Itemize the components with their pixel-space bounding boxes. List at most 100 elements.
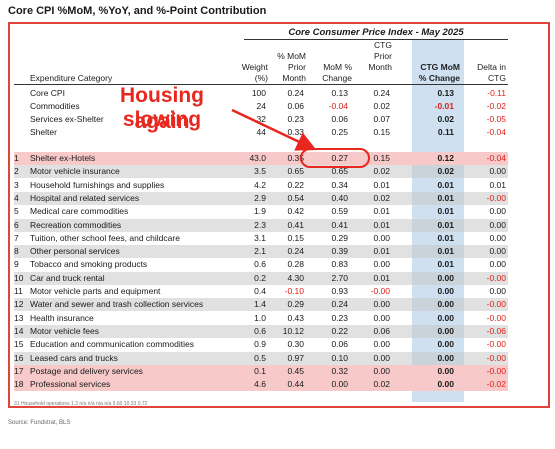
row-cell-prior: 0.65	[287, 166, 304, 177]
header-divider	[14, 84, 508, 85]
summary-cell-name: Commodities	[30, 101, 80, 111]
row-cell-ctg-prior: 0.00	[373, 352, 390, 363]
row-cell-mom: 0.83	[331, 259, 348, 270]
row-cell-prior: 0.28	[287, 259, 304, 270]
row-cell-ctg-prior: 0.00	[373, 365, 390, 376]
row-cell-name: Other personal services	[30, 246, 120, 257]
row-cell-name: Postage and delivery services	[30, 365, 143, 376]
summary-cell-name: Core CPI	[30, 88, 65, 98]
summary-cell-name: Shelter	[30, 127, 57, 137]
summary-cell-weight: 24	[256, 101, 266, 111]
table-row: 5 Medical care commodities 1.9 0.42 0.59 0.01…	[14, 205, 508, 218]
row-cell-name: Education and communication commodities	[30, 339, 194, 350]
header-weight: Weight	[241, 62, 268, 72]
row-cell-weight: 4.6	[254, 379, 266, 390]
table-row: 10 Car and truck rental 0.2 4.30 2.70 0.01 0.0…	[14, 271, 508, 285]
row-cell-prior: 0.29	[287, 299, 304, 310]
row-cell-name: Motor vehicle fees	[30, 325, 99, 336]
row-cell-name: Shelter ex-Hotels	[30, 153, 96, 163]
row-cell-name: Medical care commodities	[30, 206, 129, 217]
row-cell-mom: 0.41	[331, 219, 348, 230]
row-cell-ctg: 0.02	[437, 166, 454, 177]
row-cell-mom: 0.39	[331, 246, 348, 257]
summary-cell-ctg: 0.02	[437, 114, 454, 124]
table-frame	[8, 22, 550, 408]
row-cell-rank: 17	[14, 365, 24, 376]
row-cell-mom: 0.40	[331, 192, 348, 203]
row-cell-weight: 0.1	[254, 365, 266, 376]
row-cell-mom: 0.29	[331, 232, 348, 243]
row-cell-delta: -0.04	[486, 153, 506, 163]
header-mom-1: MoM %	[323, 62, 352, 72]
row-cell-ctg-prior: 0.01	[373, 179, 390, 190]
summary-cell-prior: 0.23	[287, 114, 304, 124]
highlight-oval	[300, 148, 370, 168]
row-cell-ctg-prior: 0.00	[373, 232, 390, 243]
header-prior-3: Month	[282, 73, 306, 83]
table-row: 3 Household furnishings and supplies 4.2 0.…	[14, 179, 508, 192]
table-row: 12 Water and sewer and trash collection s…	[14, 298, 508, 312]
row-cell-weight: 1.4	[254, 299, 266, 310]
row-cell-weight: 0.6	[254, 259, 266, 270]
summary-cell-ctg: 0.11	[437, 127, 454, 137]
row-cell-delta: -0.00	[486, 299, 506, 310]
row-cell-rank: 5	[14, 206, 19, 217]
summary-cell-ctg-prior: 0.15	[373, 127, 390, 137]
row-cell-prior: 0.22	[287, 179, 304, 190]
row-cell-mom: 0.65	[331, 166, 348, 177]
row-cell-prior: 0.24	[287, 246, 304, 257]
table-row: 16 Leased cars and trucks 0.5 0.97 0.10 0.00 0…	[14, 351, 508, 365]
row-cell-name: Water and sewer and trash collection ser…	[30, 299, 204, 310]
row-cell-delta: 0.00	[489, 259, 506, 270]
row-cell-ctg: 0.00	[437, 365, 454, 376]
row-cell-weight: 2.3	[254, 219, 266, 230]
summary-cell-ctg-prior: 0.07	[373, 114, 390, 124]
table-title: Core Consumer Price Index - May 2025	[244, 27, 508, 40]
row-cell-prior: 0.44	[287, 379, 304, 390]
row-cell-ctg-prior: 0.00	[373, 339, 390, 350]
row-cell-mom: 0.27	[331, 153, 348, 163]
row-cell-weight: 1.0	[254, 312, 266, 323]
row-cell-ctg: 0.00	[437, 352, 454, 363]
summary-cell-weight: 44	[256, 127, 266, 137]
row-cell-rank: 7	[14, 232, 19, 243]
table-row: 13 Health insurance 1.0 0.43 0.23 0.00 0.00 -0.…	[14, 312, 508, 325]
table-row: 8 Other personal services 2.1 0.24 0.39 0.01 0…	[14, 245, 508, 259]
row-cell-prior: 0.97	[287, 352, 304, 363]
row-cell-ctg: 0.01	[437, 232, 454, 243]
row-cell-delta: -0.00	[486, 192, 506, 203]
summary-cell-name: Services ex-Shelter	[30, 114, 104, 124]
row-cell-prior: 0.35	[287, 153, 304, 163]
row-cell-ctg-prior: 0.15	[373, 153, 390, 163]
row-cell-mom: 0.00	[331, 379, 348, 390]
row-cell-prior: -0.10	[284, 286, 304, 296]
row-cell-prior: 0.42	[287, 206, 304, 217]
row-cell-weight: 0.2	[254, 272, 266, 283]
row-cell-ctg: 0.12	[437, 153, 454, 163]
summary-row: Commodities 24 0.06 -0.04 0.02 -0.01 -0.02	[14, 100, 508, 113]
table-row: 11 Motor vehicle parts and equipment 0.4 -0…	[14, 285, 508, 298]
header-ctg-mom-1: CTG MoM	[420, 62, 460, 72]
row-cell-delta: -0.00	[486, 365, 506, 376]
row-cell-delta: -0.06	[486, 325, 506, 336]
header-mom-2: Change	[322, 73, 352, 83]
header-prior-2: Prior	[288, 62, 306, 72]
row-cell-delta: -0.00	[486, 352, 506, 363]
row-cell-mom: 0.34	[331, 179, 348, 190]
row-cell-weight: 0.6	[254, 325, 266, 336]
row-cell-mom: 0.59	[331, 206, 348, 217]
summary-cell-delta: -0.05	[486, 114, 506, 124]
row-cell-prior: 0.43	[287, 312, 304, 323]
table-row: 9 Tobacco and smoking products 0.6 0.28 0.83…	[14, 258, 508, 271]
table-row: 4 Hospital and related services 2.9 0.54 0.4…	[14, 191, 508, 205]
summary-cell-weight: 32	[256, 114, 266, 124]
row-cell-delta: -0.00	[486, 339, 506, 350]
header-weight-unit: (%)	[254, 73, 268, 83]
row-cell-delta: 0.00	[489, 219, 506, 230]
row-cell-mom: 0.93	[331, 286, 348, 296]
row-cell-weight: 0.4	[254, 286, 266, 296]
summary-cell-mom: 0.25	[331, 127, 348, 137]
summary-cell-delta: -0.11	[487, 88, 506, 98]
row-cell-mom: 2.70	[331, 272, 348, 283]
